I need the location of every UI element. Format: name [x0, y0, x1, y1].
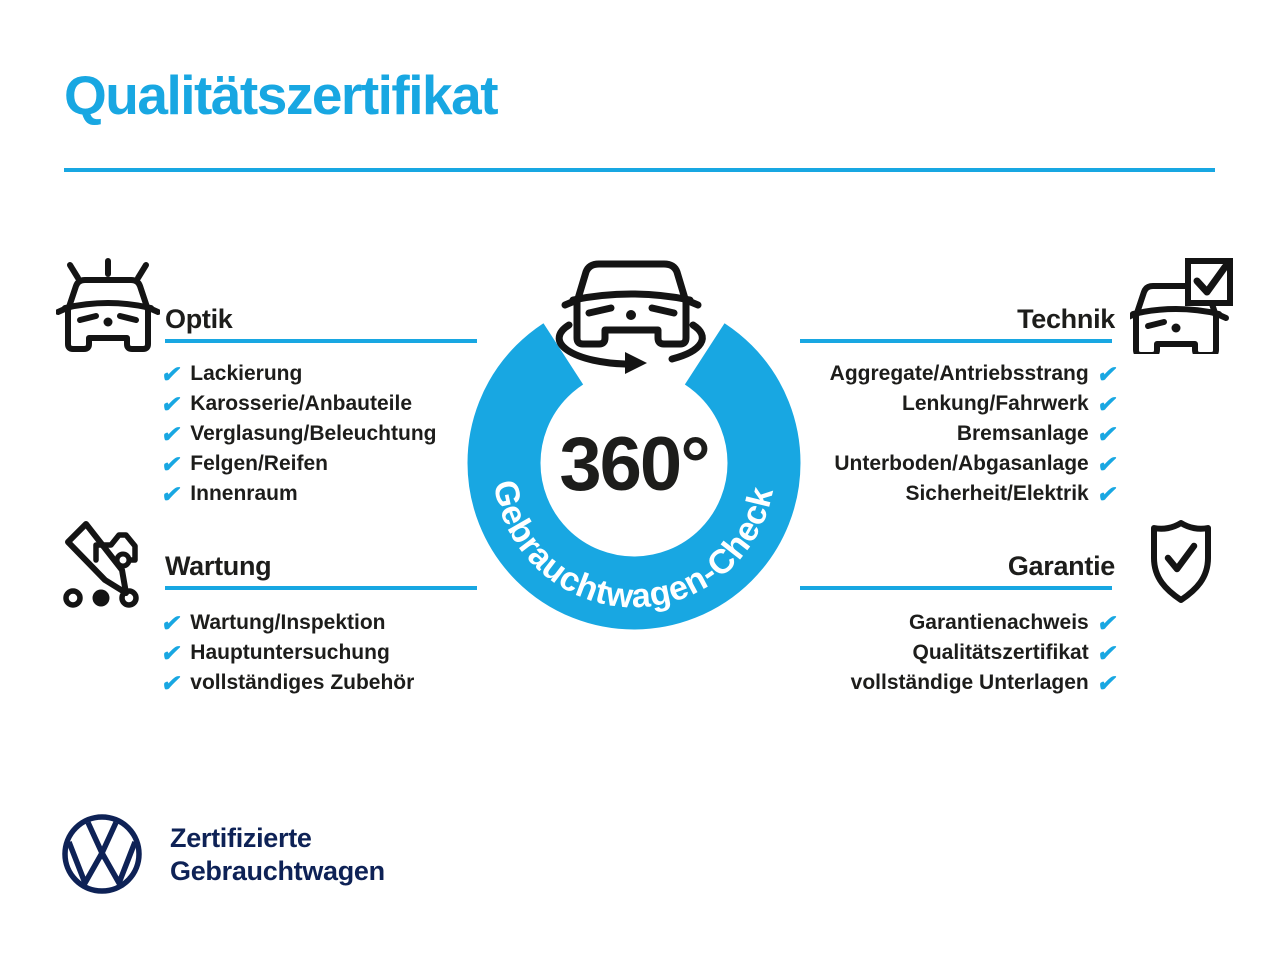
section-title-garantie: Garantie: [1007, 551, 1115, 581]
list-item: ✔ Verglasung/Beleuchtung: [159, 419, 437, 449]
check-icon: ✔: [159, 480, 184, 507]
shield-check-icon: [1151, 520, 1211, 603]
check-icon: ✔: [1095, 450, 1120, 477]
check-icon: ✔: [1095, 609, 1120, 636]
check-icon: ✔: [159, 639, 184, 666]
list-item: ✔ vollständiges Zubehör: [159, 668, 415, 698]
car-shine-icon: [56, 258, 160, 352]
list-item: ✔ Felgen/Reifen: [159, 449, 437, 479]
section-title-technik: Technik: [1017, 304, 1115, 334]
section-rule-technik: [800, 339, 1112, 343]
item-label: Felgen/Reifen: [190, 452, 328, 475]
check-icon: ✔: [1095, 669, 1120, 696]
list-item: Unterboden/Abgasanlage ✔: [697, 449, 1120, 479]
list-item: ✔ Karosserie/Anbauteile: [159, 389, 437, 419]
section-title-wartung: Wartung: [165, 551, 272, 581]
check-icon: ✔: [159, 390, 184, 417]
list-item: Qualitätszertifikat ✔: [697, 638, 1120, 668]
list-item: ✔ Innenraum: [159, 479, 437, 509]
item-label: Qualitätszertifikat: [912, 641, 1089, 664]
item-label: Karosserie/Anbauteile: [190, 392, 413, 415]
list-item: ✔ Lackierung: [159, 359, 437, 389]
item-label: Lenkung/Fahrwerk: [902, 392, 1089, 415]
item-label: Aggregate/Antriebsstrang: [829, 362, 1089, 385]
item-label: Unterboden/Abgasanlage: [834, 452, 1089, 475]
check-icon: ✔: [159, 450, 184, 477]
check-icon: ✔: [1095, 420, 1120, 447]
check-icon: ✔: [159, 609, 184, 636]
check-icon: ✔: [159, 360, 184, 387]
page-title: Qualitätszertifikat: [64, 64, 499, 126]
check-icon: ✔: [1095, 480, 1120, 507]
list-item: ✔ Wartung/Inspektion: [159, 608, 414, 638]
item-label: Wartung/Inspektion: [190, 611, 386, 634]
item-label: Sicherheit/Elektrik: [905, 482, 1089, 505]
badge-degrees: 360°: [559, 422, 708, 507]
item-label: Innenraum: [190, 482, 298, 505]
footer-brand-line1: Zertifizierte: [170, 823, 312, 853]
car-checkbox-icon: [1130, 258, 1233, 354]
item-label: Lackierung: [190, 362, 303, 385]
check-icon: ✔: [159, 669, 184, 696]
check-icon: ✔: [1095, 390, 1120, 417]
item-label: Hauptuntersuchung: [190, 641, 390, 664]
check-icon: ✔: [1095, 360, 1120, 387]
item-label: Bremsanlage: [956, 422, 1089, 445]
list-item: ✔ Hauptuntersuchung: [159, 638, 414, 668]
section-rule-garantie: [800, 586, 1112, 590]
check-icon: ✔: [159, 420, 184, 447]
optik-item-list: ✔ Lackierung ✔ Karosserie/Anbauteile ✔ Verg…: [159, 359, 437, 509]
title-divider: [64, 168, 1215, 172]
wartung-item-list: ✔ Wartung/Inspektion ✔ Hauptuntersuchung ✔…: [159, 608, 415, 698]
check-icon: ✔: [1095, 639, 1120, 666]
vw-logo: [62, 814, 142, 894]
footer-brand-text: Zertifizierte Gebrauchtwagen: [170, 822, 385, 888]
list-item: Garantienachweis ✔: [697, 608, 1120, 638]
section-title-optik: Optik: [165, 304, 233, 334]
list-item: Sicherheit/Elektrik ✔: [697, 479, 1120, 509]
item-label: Verglasung/Beleuchtung: [190, 422, 437, 445]
section-rule-optik: [165, 339, 477, 343]
list-item: Lenkung/Fahrwerk ✔: [697, 389, 1120, 419]
car-rotation-icon: [555, 260, 706, 374]
section-rule-wartung: [165, 586, 477, 590]
list-item: vollständige Unterlagen ✔: [697, 668, 1120, 698]
technik-item-list: Aggregate/Antriebsstrang ✔ Lenkung/Fahrwe…: [697, 359, 1120, 509]
list-item: Bremsanlage ✔: [697, 419, 1120, 449]
item-label: vollständige Unterlagen: [850, 671, 1089, 694]
pencil-van-icon: [63, 521, 139, 608]
footer-brand-line2: Gebrauchtwagen: [170, 856, 385, 886]
item-label: vollständiges Zubehör: [190, 671, 415, 694]
badge-360-check: Gebrauchtwagen-Check 360°: [467, 260, 801, 630]
garantie-item-list: Garantienachweis ✔ Qualitätszertifikat ✔ v…: [697, 608, 1120, 698]
item-label: Garantienachweis: [908, 611, 1089, 634]
list-item: Aggregate/Antriebsstrang ✔: [697, 359, 1120, 389]
